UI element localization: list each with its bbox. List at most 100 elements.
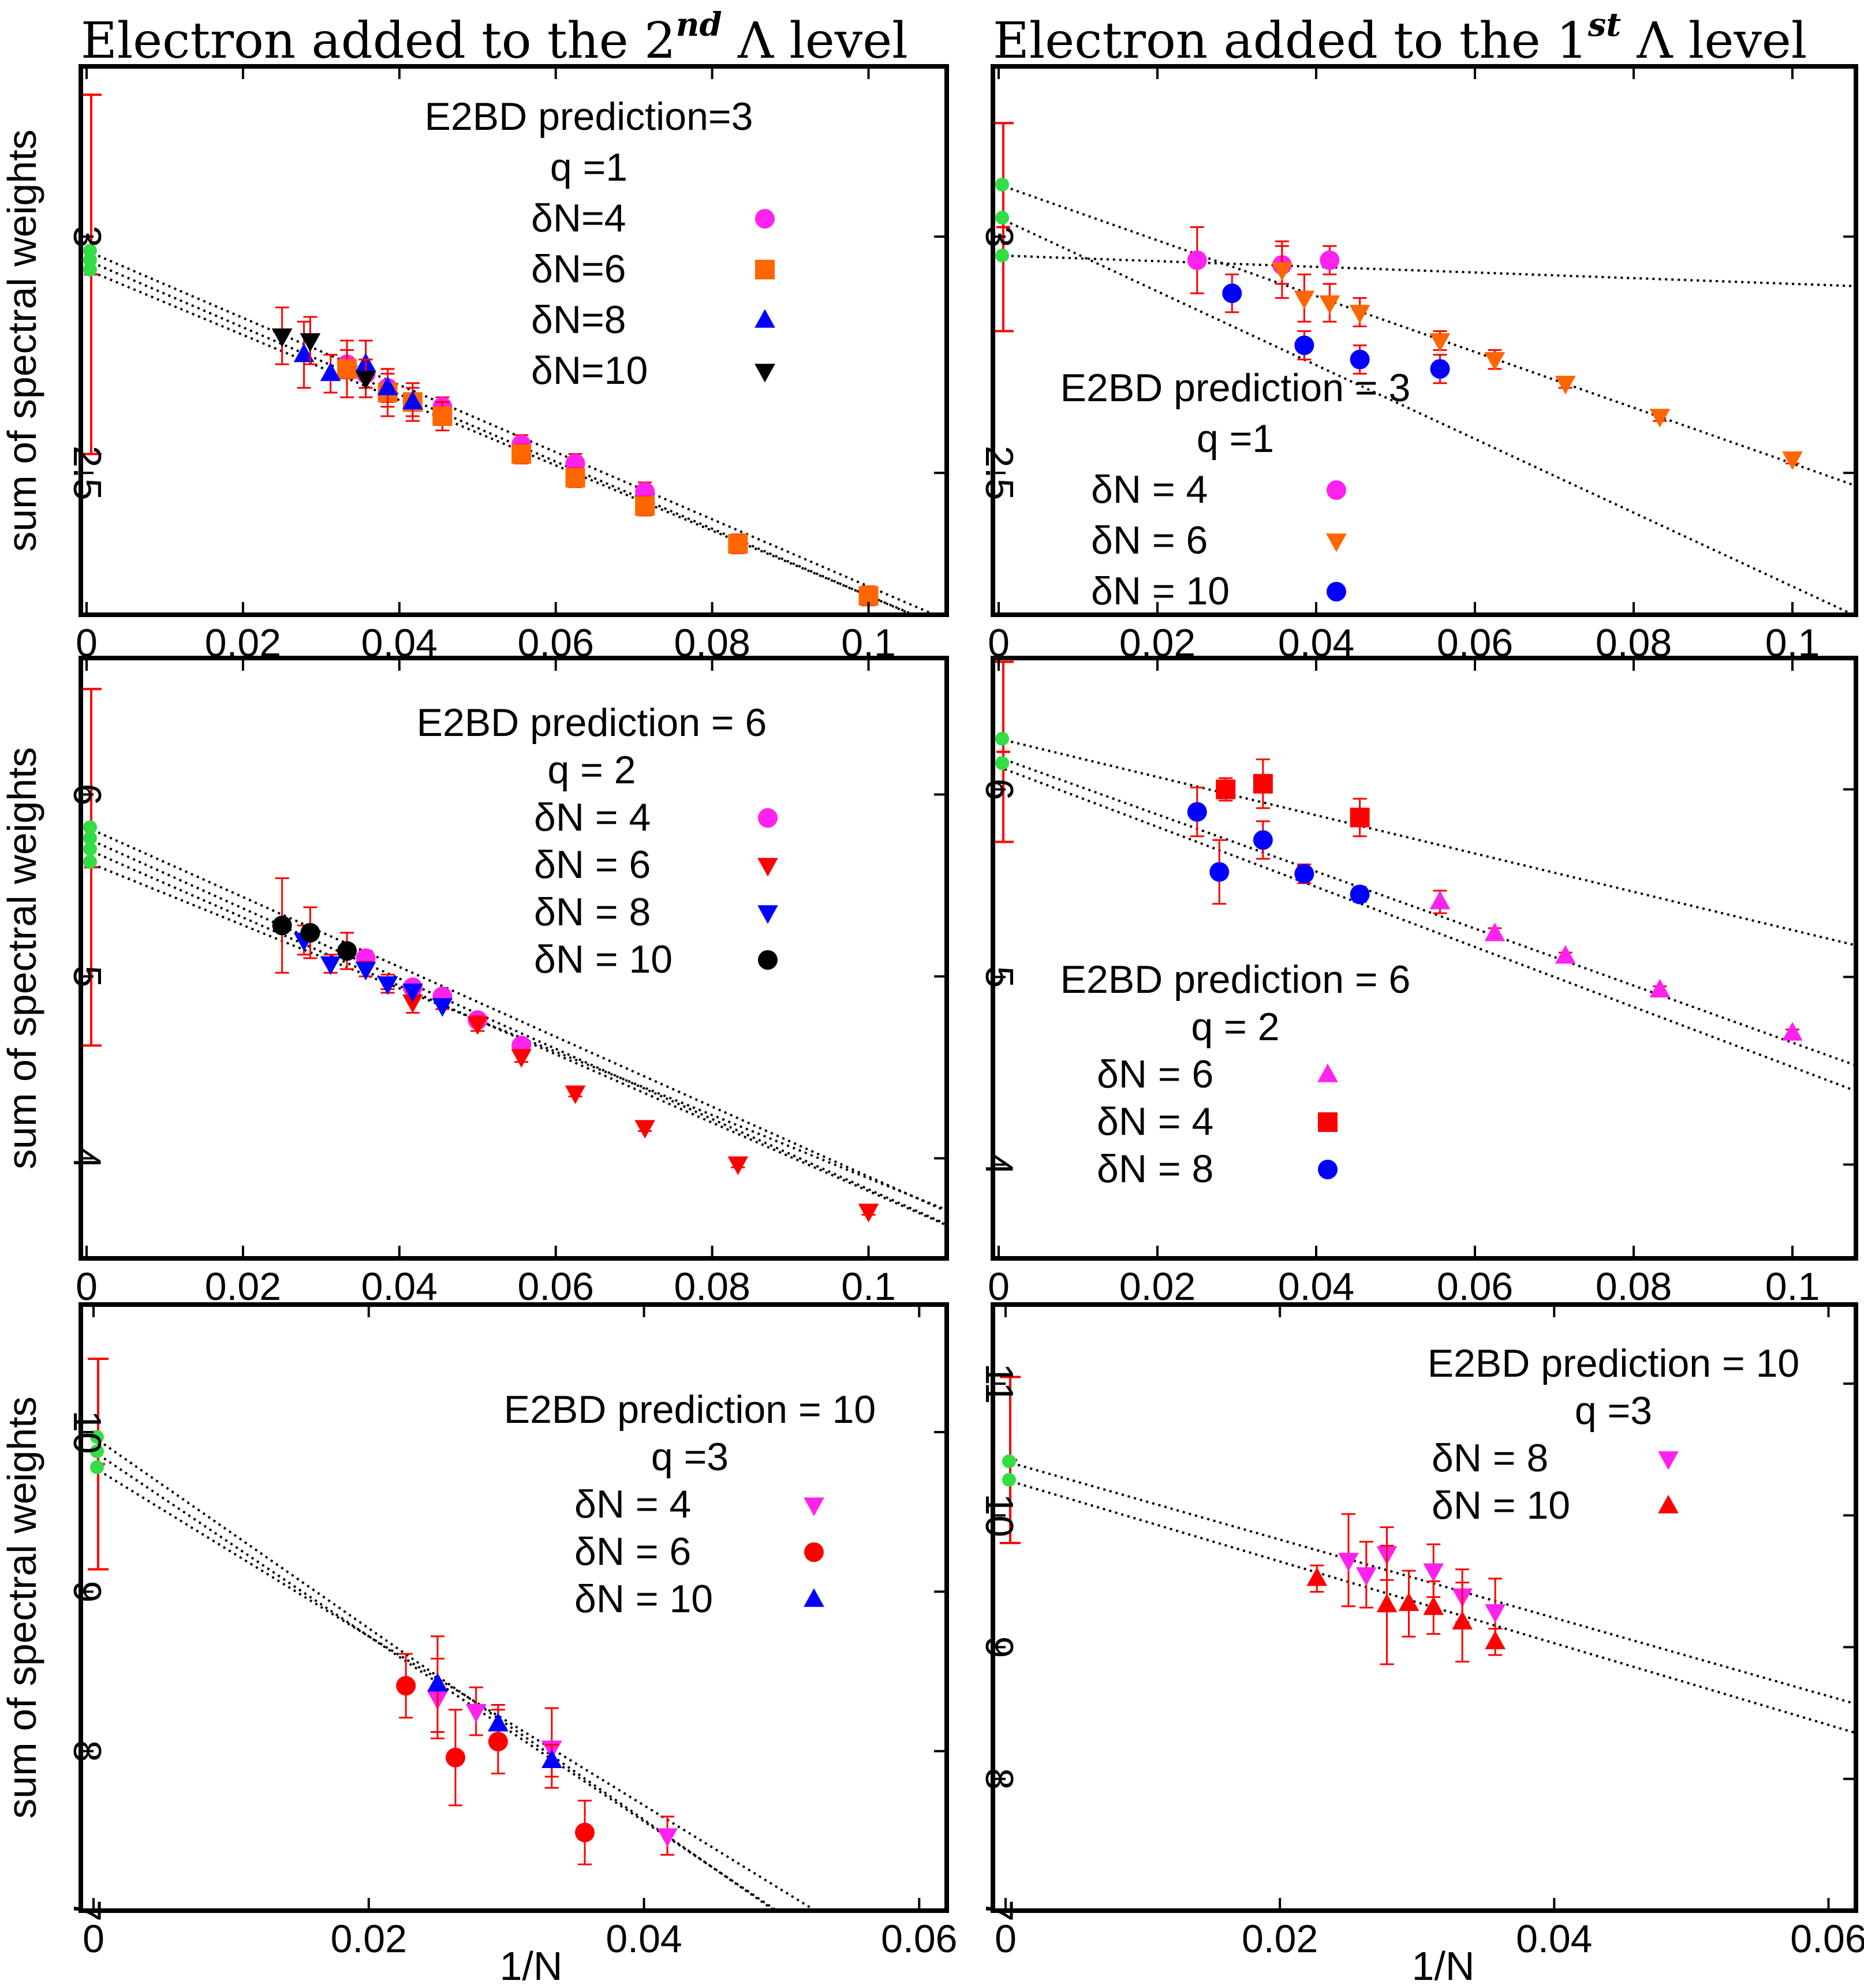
fit-line	[1005, 1460, 1856, 1705]
legend-entry-marker	[1318, 1160, 1338, 1179]
y-tick-label: 9	[977, 1636, 1021, 1658]
data-point	[488, 1713, 509, 1732]
data-point	[293, 343, 315, 363]
y-tick-label: 4	[977, 1154, 1021, 1176]
plot-content	[81, 94, 938, 615]
plot-area: 0 0.02 0.04 0.06 0.08 0.1 4 5 6 E2BD prediction =…	[65, 658, 947, 1309]
x-tick-label: 0	[76, 1265, 98, 1309]
data-point	[445, 1747, 465, 1767]
x-tick-label: 0.04	[1516, 1917, 1592, 1961]
fit-line	[92, 1466, 818, 1911]
panel-top-left: Electron added to the 2nd Λ level 0 0.02 0…	[0, 6, 949, 665]
fit-line	[998, 737, 1856, 947]
legend: E2BD prediction=3 q =1 δN=4 δN=6 δN=8 δN=10	[425, 95, 775, 393]
data-point	[355, 371, 376, 390]
data-point	[565, 1085, 586, 1104]
legend-q-label: q =1	[1197, 417, 1274, 461]
data-point	[541, 1749, 562, 1769]
data-point	[1319, 295, 1340, 315]
x-tick-label: 0.02	[1242, 1917, 1318, 1961]
x-tick-label: 0.02	[205, 1265, 281, 1309]
extrapolated-point	[1002, 1454, 1016, 1468]
legend-q-label: q =1	[550, 145, 627, 189]
panel-middle-right: 0 0.02 0.04 0.06 0.08 0.1 4 5 6 E2BD prediction =…	[977, 656, 1858, 1309]
legend-q-label: q =3	[651, 1435, 729, 1479]
y-tick-label: 5	[977, 966, 1021, 988]
y-axis-label: sum of spectral weights	[0, 129, 44, 551]
fit-line	[86, 837, 947, 1225]
data-point	[1423, 1563, 1444, 1582]
x-tick-label: 0.06	[881, 1917, 957, 1961]
legend-entry-label: δN = 8	[1097, 1147, 1213, 1191]
legend-entry-label: δN = 10	[534, 937, 673, 981]
plot-content	[993, 660, 1856, 1092]
panel-title: Electron added to the 2nd Λ level	[81, 6, 908, 70]
plot-content	[88, 1357, 818, 1911]
x-tick-label: 0.08	[674, 1265, 750, 1309]
legend-entry-label: δN=8	[531, 298, 626, 342]
data-point	[1649, 978, 1671, 997]
x-tick-label: 0	[988, 1265, 1010, 1309]
fit-line	[1005, 1478, 1856, 1735]
legend-heading: E2BD prediction=3	[425, 95, 753, 139]
data-point	[1485, 1630, 1506, 1650]
y-tick-label: 8	[977, 1768, 1021, 1790]
data-point	[1555, 375, 1576, 395]
y-tick-label: 11	[977, 1363, 1021, 1404]
plot-frame	[79, 656, 949, 1261]
x-tick-label: 0.1	[841, 1265, 896, 1309]
x-axis-label: 1/N	[1412, 1944, 1475, 1988]
data-point	[1485, 1604, 1506, 1623]
x-tick-label: 0	[995, 1917, 1017, 1961]
x-tick-label: 0.02	[331, 1917, 407, 1961]
extrapolated-point	[83, 842, 97, 856]
y-tick-label: 10	[977, 1493, 1021, 1537]
data-point	[1484, 352, 1506, 371]
legend-entry-label: δN = 10	[1091, 569, 1230, 613]
data-point	[634, 1120, 655, 1139]
legend-entry-marker	[804, 1497, 824, 1516]
extrapolated-point	[83, 854, 97, 869]
legend-entry-marker	[755, 209, 775, 229]
extrapolated-point	[995, 211, 1009, 225]
fit-line	[86, 826, 947, 1213]
data-point	[1187, 802, 1207, 822]
data-point	[1430, 359, 1450, 379]
data-point	[402, 994, 423, 1014]
data-point	[272, 915, 292, 936]
x-tick-label: 0.04	[361, 1265, 438, 1309]
legend-entry-label: δN = 6	[574, 1530, 691, 1574]
legend-entry-label: δN = 6	[534, 843, 651, 887]
legend-entry-marker	[1327, 582, 1346, 601]
legend-entry-label: δN = 6	[1097, 1052, 1213, 1096]
data-point	[271, 328, 293, 347]
legend-entry-marker	[1317, 1063, 1338, 1082]
data-point	[1782, 451, 1803, 470]
plot-content	[993, 122, 1856, 615]
panel-title: Electron added to the 1st Λ level	[993, 6, 1807, 70]
data-point	[432, 406, 453, 427]
data-point	[635, 496, 655, 516]
x-tick-label: 0.08	[1596, 1265, 1672, 1309]
legend-entry-marker	[758, 950, 778, 970]
y-tick-label: 6	[977, 779, 1021, 801]
legend-heading: E2BD prediction = 6	[1060, 958, 1411, 1002]
data-point	[337, 359, 357, 379]
extrapolated-point	[83, 244, 97, 258]
plot-frame	[79, 64, 949, 617]
data-point	[1376, 1593, 1398, 1613]
plot-frame	[991, 656, 1858, 1261]
y-axis-label: sum of spectral weights	[0, 1396, 44, 1818]
extrapolated-point	[90, 1430, 104, 1444]
data-point	[1294, 290, 1315, 309]
data-point	[1253, 773, 1273, 794]
y-tick-label: 9	[65, 1580, 109, 1602]
legend-entry-marker	[1658, 1494, 1679, 1514]
data-point	[1349, 305, 1370, 324]
plot-frame	[79, 1302, 949, 1913]
